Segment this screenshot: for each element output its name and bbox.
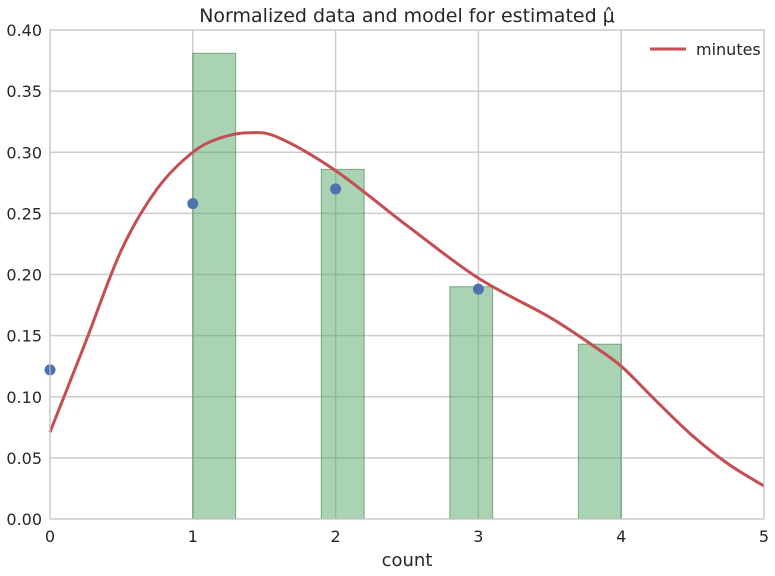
legend-label: minutes: [696, 40, 761, 59]
x-tick-label: 0: [45, 527, 55, 546]
model-line: [48, 131, 765, 488]
y-tick-label: 0.40: [6, 21, 42, 40]
model-line-path: [48, 131, 765, 488]
data-point: [187, 198, 199, 210]
chart-title: Normalized data and model for estimated …: [199, 5, 615, 27]
legend: minutes: [650, 40, 761, 59]
x-tick-label: 4: [616, 527, 626, 546]
histogram-bar: [320, 168, 365, 520]
y-tick-label: 0.15: [6, 327, 42, 346]
x-tick-label: 1: [188, 527, 198, 546]
y-tick-label: 0.35: [6, 82, 42, 101]
y-tick-label: 0.25: [6, 204, 42, 223]
histogram-bar: [449, 286, 494, 520]
y-tick-labels: 0.00 0.05 0.10 0.15 0.20 0.25 0.30 0.35 0.40: [6, 21, 42, 529]
y-tick-label: 0.00: [6, 510, 42, 529]
x-tick-labels: 0 1 2 3 4 5: [45, 527, 769, 546]
y-tick-label: 0.30: [6, 143, 42, 162]
x-tick-label: 2: [331, 527, 341, 546]
y-tick-label: 0.05: [6, 449, 42, 468]
histogram-bar: [577, 343, 622, 520]
data-point: [330, 183, 342, 195]
x-tick-label: 5: [759, 527, 769, 546]
x-tick-label: 3: [473, 527, 483, 546]
plot-frame: [49, 29, 765, 520]
x-axis-title: count: [382, 550, 433, 571]
histogram-bar: [192, 52, 237, 520]
y-tick-label: 0.10: [6, 388, 42, 407]
data-point: [472, 283, 484, 295]
y-tick-label: 0.20: [6, 266, 42, 285]
bars: [192, 52, 622, 520]
